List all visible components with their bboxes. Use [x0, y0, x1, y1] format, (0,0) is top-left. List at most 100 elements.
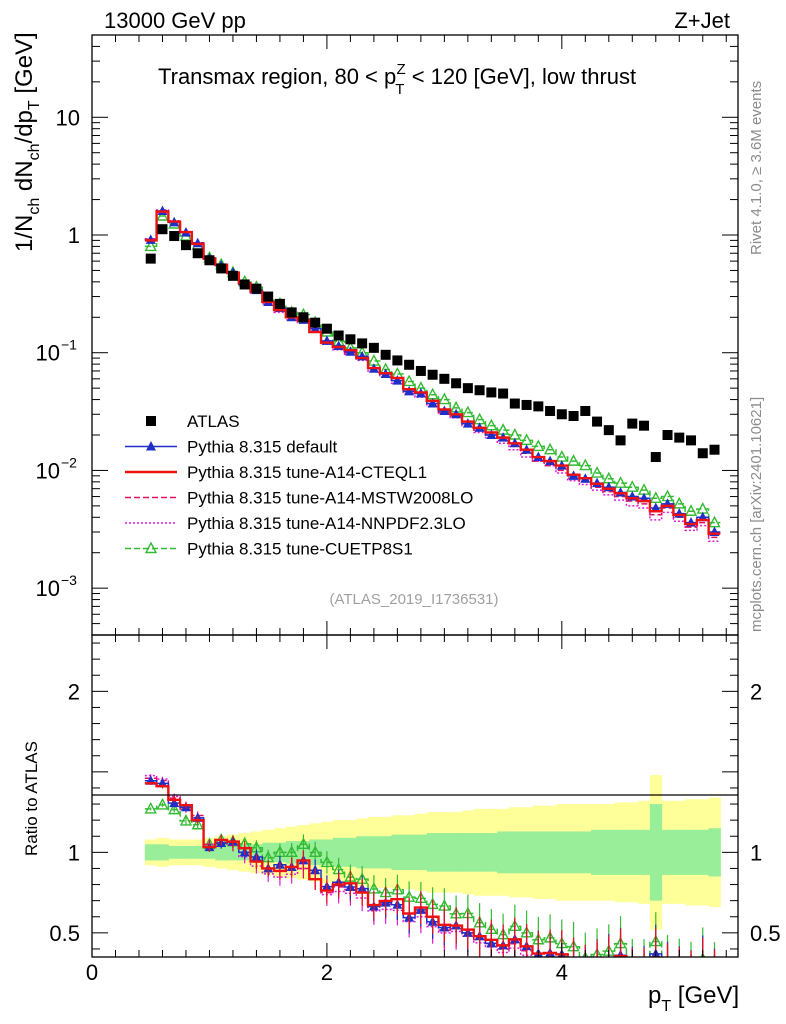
ratio-point-5	[639, 962, 649, 972]
ratio-band-inner	[696, 829, 710, 875]
atlas-point	[498, 388, 509, 399]
atlas-point	[427, 369, 438, 380]
ratio-point-5	[663, 960, 673, 970]
atlas-point	[274, 298, 285, 309]
ratio-tick-label: 2	[68, 679, 80, 704]
atlas-point	[650, 452, 661, 463]
series-point-1	[404, 385, 415, 396]
ratio-band-inner	[626, 829, 639, 875]
legend-label-5: Pythia 8.315 tune-CUETP8S1	[187, 540, 413, 559]
ratio-band-inner	[555, 831, 569, 874]
legend-label-4: Pythia 8.315 tune-A14-NNPDF2.3LO	[187, 514, 466, 533]
process-label: Z+Jet	[674, 8, 730, 33]
ratio-band-inner	[438, 833, 451, 872]
ratio-band-inner	[614, 829, 627, 875]
atlas-point	[298, 312, 309, 323]
ratio-band-inner	[567, 831, 580, 874]
ratio-band-inner	[356, 836, 369, 869]
atlas-point	[392, 355, 403, 366]
ratio-point-5	[320, 855, 334, 868]
ratio-band-inner	[144, 844, 158, 861]
series-point-5	[532, 439, 545, 452]
ratio-band-inner	[415, 834, 428, 871]
series-point-5	[673, 496, 686, 509]
atlas-point	[521, 399, 532, 410]
x-axis-label: pT [GeV]	[648, 982, 739, 1015]
series-point-5	[567, 454, 580, 466]
atlas-point	[157, 224, 168, 235]
atlas-point	[404, 359, 415, 370]
atlas-point	[627, 418, 638, 429]
series-point-5	[156, 209, 169, 221]
ratio-point-5	[168, 802, 181, 815]
atlas-point	[216, 263, 227, 274]
atlas-point	[580, 405, 591, 416]
atlas-point	[451, 378, 462, 389]
ratio-point-1	[663, 966, 673, 976]
series-point-5	[438, 392, 451, 405]
ratio-point-5	[674, 964, 684, 974]
atlas-point	[263, 291, 274, 302]
ratio-point-5	[710, 969, 720, 979]
y-axis-label-ratio: Ratio to ATLAS	[22, 741, 41, 856]
legend-label-2: Pythia 8.315 tune-A14-CTEQL1	[187, 463, 427, 482]
rivet-version-label: Rivet 4.1.0, ≥ 3.6M events	[748, 81, 765, 255]
ratio-band-inner	[673, 829, 686, 875]
ratio-band-inner	[368, 836, 381, 869]
atlas-point	[333, 330, 344, 341]
ratio-point-1	[639, 969, 649, 979]
ratio-series-layer	[144, 774, 720, 979]
ratio-line-4	[144, 774, 534, 957]
y-tick-label: 10	[36, 576, 60, 601]
legend-marker-1	[146, 441, 156, 451]
series-point-5	[649, 491, 662, 503]
ratio-point-5	[297, 837, 310, 849]
mcplots-label: mcplots.cern.ch [arXiv:2401.10621]	[748, 397, 765, 632]
atlas-point	[662, 430, 673, 440]
atlas-point	[533, 401, 544, 412]
series-point-5	[461, 405, 475, 418]
atlas-point	[239, 279, 250, 290]
y-tick-label: 10	[56, 105, 80, 130]
atlas-point	[180, 240, 191, 251]
ratio-point-5	[686, 968, 696, 978]
ratio-band-inner	[450, 833, 463, 872]
ratio-point-5	[179, 813, 193, 826]
series-point-1	[427, 398, 438, 408]
atlas-point	[474, 385, 485, 396]
plot-title: Transmax region, 80 < pTZ < 120 [GeV], l…	[158, 61, 636, 98]
atlas-point	[204, 255, 215, 266]
ratio-band-inner	[520, 831, 533, 874]
top-series-layer	[144, 205, 721, 543]
series-point-5	[402, 374, 416, 387]
ratio-band-inner	[344, 837, 357, 867]
atlas-point	[697, 448, 708, 459]
legend-marker-5	[144, 541, 158, 554]
ratio-band-inner	[180, 845, 193, 859]
analysis-id-label: (ATLAS_2019_I1736531)	[329, 591, 498, 608]
atlas-point	[509, 398, 520, 409]
atlas-point	[345, 334, 356, 345]
y-tick-exponent: −3	[61, 572, 77, 588]
ratio-point-5	[191, 817, 204, 830]
y-tick-exponent: −2	[61, 454, 77, 470]
ratio-band-inner	[532, 831, 545, 874]
ratio-tick-label: 1	[68, 840, 80, 865]
ratio-tick-label-right: 1	[750, 840, 762, 865]
x-tick-label: 4	[556, 960, 568, 985]
ratio-band-inner	[156, 844, 169, 861]
ratio-band-inner	[485, 833, 498, 872]
ratio-band-inner	[332, 837, 346, 867]
atlas-point	[592, 416, 603, 427]
ratio-band-inner	[661, 829, 674, 875]
series-point-5	[144, 239, 157, 252]
ratio-band-inner	[497, 831, 510, 874]
ratio-band-inner	[426, 833, 439, 872]
ratio-band-inner	[473, 833, 486, 872]
atlas-point	[192, 248, 203, 259]
atlas-point	[674, 432, 685, 443]
ratio-band-inner	[215, 844, 228, 861]
ratio-band-inner	[649, 804, 663, 901]
legend-label-3: Pythia 8.315 tune-A14-MSTW2008LO	[187, 489, 473, 508]
